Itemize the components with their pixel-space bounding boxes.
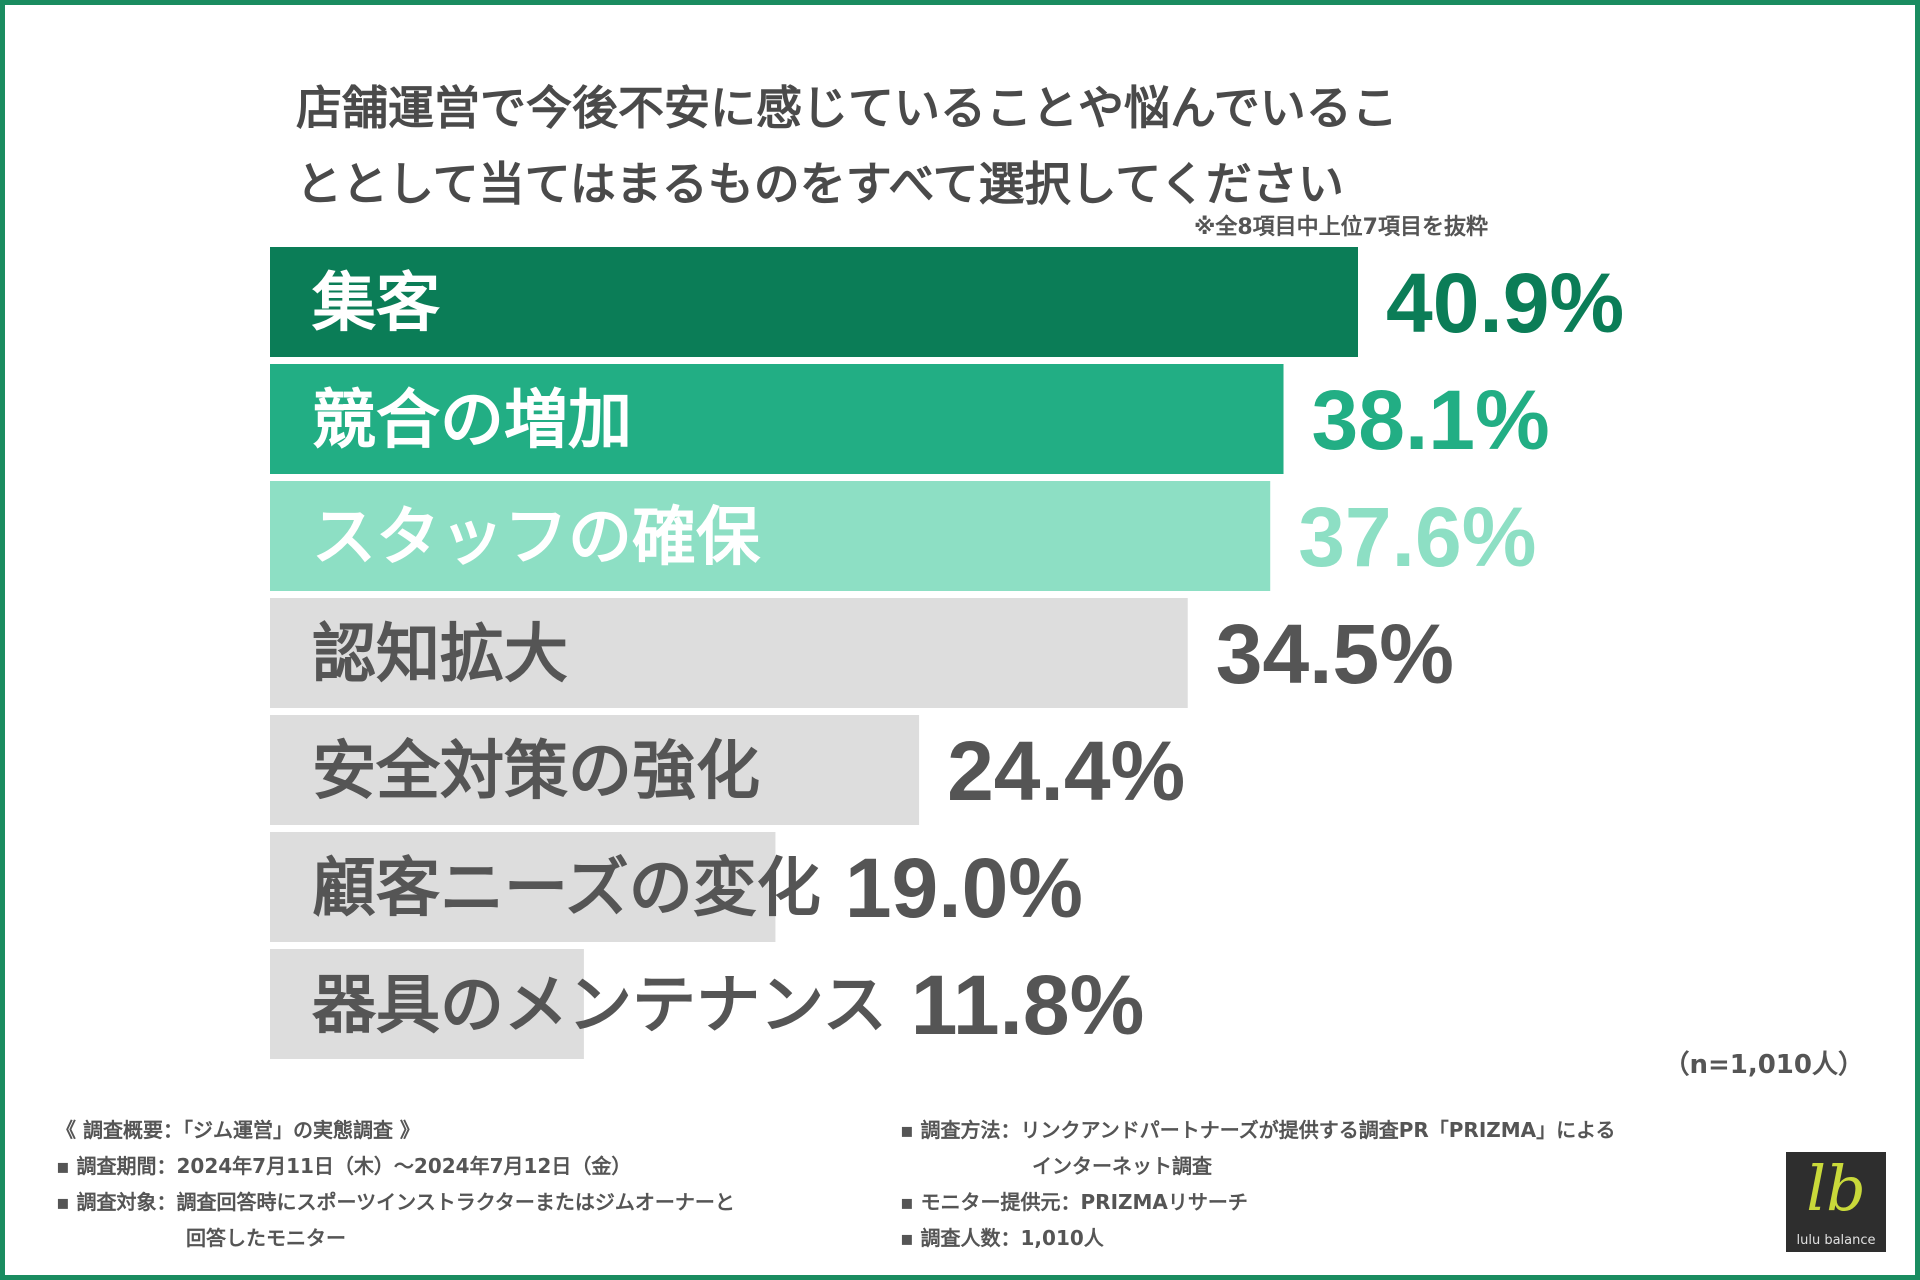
category-label-3: スタッフの確保: [312, 501, 761, 575]
survey-target: ▪ 調査対象：調査回答時にスポーツインストラクターまたはジムオーナーと: [56, 1190, 735, 1214]
category-label-2: 競合の増加: [312, 384, 632, 458]
lulu-balance-logo: lb lulu balance: [1786, 1152, 1886, 1252]
monitor-provider: ▪ モニター提供元：PRIZMAリサーチ: [900, 1190, 1248, 1214]
category-label-6: 顧客ニーズの変化: [312, 852, 821, 926]
bar-7: [270, 949, 584, 1059]
bar-2: [270, 364, 1284, 474]
logo-text: lulu balance: [1796, 1233, 1876, 1248]
value-label-3: 37.6%: [1298, 490, 1536, 584]
value-label-5: 24.4%: [947, 724, 1185, 818]
value-label-1: 40.9%: [1386, 256, 1624, 350]
sample-size: （n=1,010人）: [1663, 1050, 1864, 1080]
survey-summary-left: 《 調査概要：「ジム運営」の実態調査 》 ▪ 調査期間：2024年7月11日（木…: [56, 1112, 735, 1256]
title-line-2: ととして当てはまるものをすべて選択してください: [296, 157, 1344, 211]
survey-period: ▪ 調査期間：2024年7月11日（木）～2024年7月12日（金）: [56, 1154, 632, 1178]
bar-6: [270, 832, 776, 942]
bar-chart: 集客 40.9% 競合の増加 38.1% スタッフの確保 37.6% 認知拡大 34.5% 安全…: [270, 247, 1624, 1059]
value-label-2: 38.1%: [1312, 373, 1550, 467]
survey-target-cont: 回答したモニター: [186, 1226, 346, 1250]
category-label-7: 器具のメンテナンス: [312, 969, 887, 1043]
value-label-4: 34.5%: [1216, 607, 1454, 701]
survey-method: ▪ 調査方法：リンクアンドパートナーズが提供する調査PR「PRIZMA」による: [900, 1118, 1616, 1142]
survey-count: ▪ 調査人数：1,010人: [900, 1226, 1104, 1250]
chart-title: 店舗運営で今後不安に感じていることや悩んでいるこ ととして当てはまるものをすべて…: [296, 70, 1556, 222]
category-label-1: 集客: [311, 267, 440, 341]
survey-summary-heading: 《 調査概要：「ジム運営」の実態調査 》: [56, 1118, 420, 1142]
chart-note: ※全8項目中上位7項目を抜粋: [1193, 215, 1488, 240]
value-label-6: 19.0%: [845, 841, 1083, 935]
bar-1: [270, 247, 1358, 357]
logo-mark: lb: [1806, 1152, 1866, 1225]
bar-3: [270, 481, 1271, 591]
bar-5: [270, 715, 920, 825]
value-label-7: 11.8%: [911, 958, 1145, 1052]
survey-method-cont: インターネット調査: [1032, 1154, 1212, 1178]
category-label-5: 安全対策の強化: [312, 735, 760, 809]
title-line-1: 店舗運営で今後不安に感じていることや悩んでいるこ: [296, 81, 1398, 135]
bar-4: [270, 598, 1188, 708]
survey-summary-right: ▪ 調査方法：リンクアンドパートナーズが提供する調査PR「PRIZMA」による …: [900, 1112, 1616, 1256]
category-label-4: 認知拡大: [312, 618, 568, 692]
